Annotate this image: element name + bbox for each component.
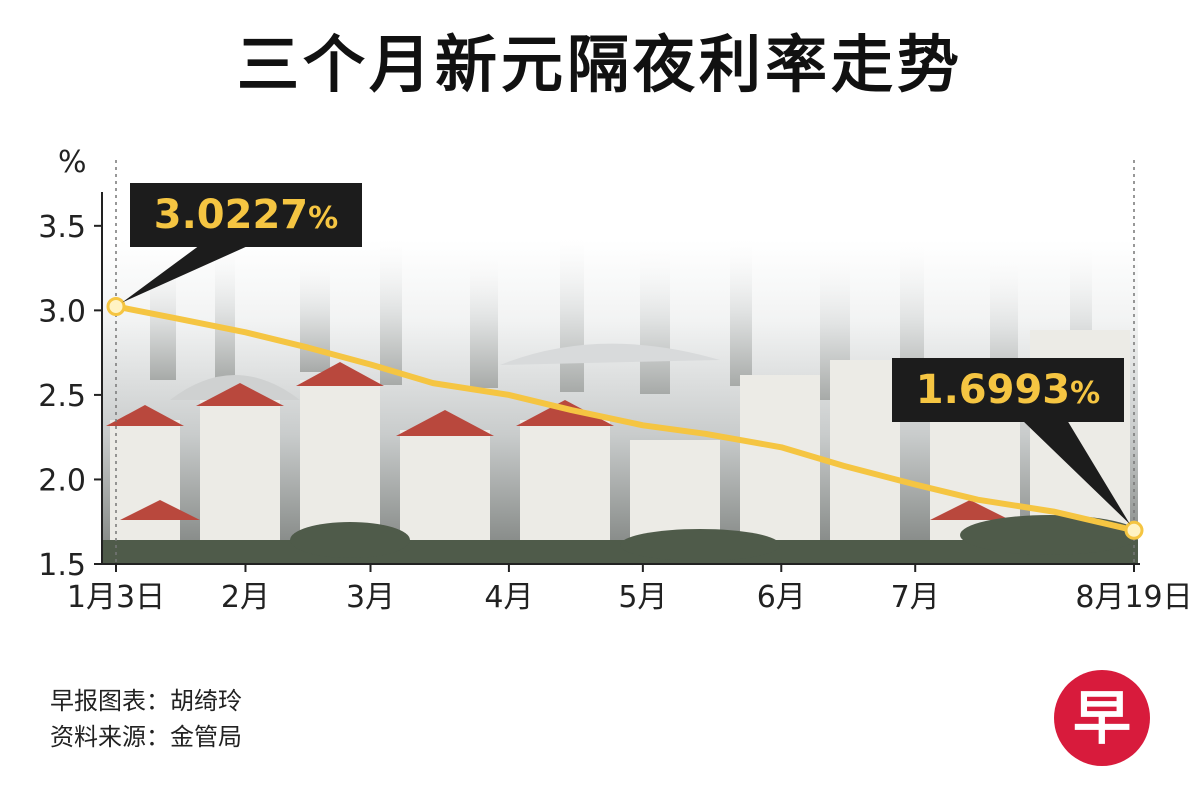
x-tick-label: 7月 bbox=[891, 580, 940, 615]
annotation-unit: % bbox=[308, 201, 338, 236]
annotation-label: 3.0227% bbox=[154, 192, 338, 238]
chart-title: 三个月新元隔夜利率走势 bbox=[236, 28, 963, 101]
x-ticks: 1月3日 2月 3月 4月 5月 6月 7月 8月19日 bbox=[67, 564, 1193, 615]
x-tick-label: 6月 bbox=[757, 580, 806, 615]
end-point bbox=[1124, 520, 1144, 540]
annotation-box bbox=[892, 358, 1124, 422]
y-ticks: 1.5 2.0 2.5 3.0 3.5 bbox=[38, 210, 102, 583]
x-tick-label: 3月 bbox=[346, 580, 395, 615]
y-tick-label: 1.5 bbox=[38, 548, 86, 583]
start-point bbox=[106, 297, 126, 317]
credits: 早报图表：胡绮玲 资料来源：金管局 bbox=[50, 683, 242, 755]
y-tick-label: 3.0 bbox=[38, 294, 86, 329]
y-axis-unit: % bbox=[58, 145, 87, 180]
y-tick-label: 2.0 bbox=[38, 463, 86, 498]
series-line bbox=[113, 303, 1137, 534]
annotation-label: 1.6993% bbox=[916, 367, 1100, 413]
credit-source: 资料来源：金管局 bbox=[50, 723, 242, 751]
annotations: 3.0227% 1.6993% bbox=[122, 183, 1130, 525]
y-tick-label: 2.5 bbox=[38, 379, 86, 414]
x-tick-label: 8月19日 bbox=[1075, 580, 1192, 615]
x-tick-label: 5月 bbox=[618, 580, 667, 615]
annotation-pointer bbox=[1022, 420, 1130, 525]
y-tick-label: 3.5 bbox=[38, 210, 86, 245]
credit-chart-by: 早报图表：胡绮玲 bbox=[50, 687, 242, 715]
zaobao-logo-char: 早 bbox=[1072, 684, 1131, 752]
x-tick-label: 4月 bbox=[484, 580, 533, 615]
annotation-box bbox=[130, 183, 362, 247]
annotation-unit: % bbox=[1070, 376, 1100, 411]
x-tick-label: 1月3日 bbox=[67, 580, 165, 615]
zaobao-logo: 早 bbox=[1054, 670, 1150, 766]
x-tick-label: 2月 bbox=[221, 580, 270, 615]
annotation-pointer bbox=[122, 245, 250, 303]
